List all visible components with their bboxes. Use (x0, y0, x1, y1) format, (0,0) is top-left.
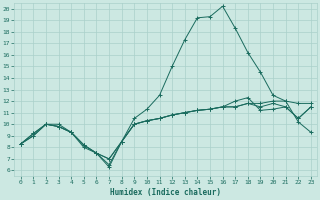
X-axis label: Humidex (Indice chaleur): Humidex (Indice chaleur) (110, 188, 221, 197)
